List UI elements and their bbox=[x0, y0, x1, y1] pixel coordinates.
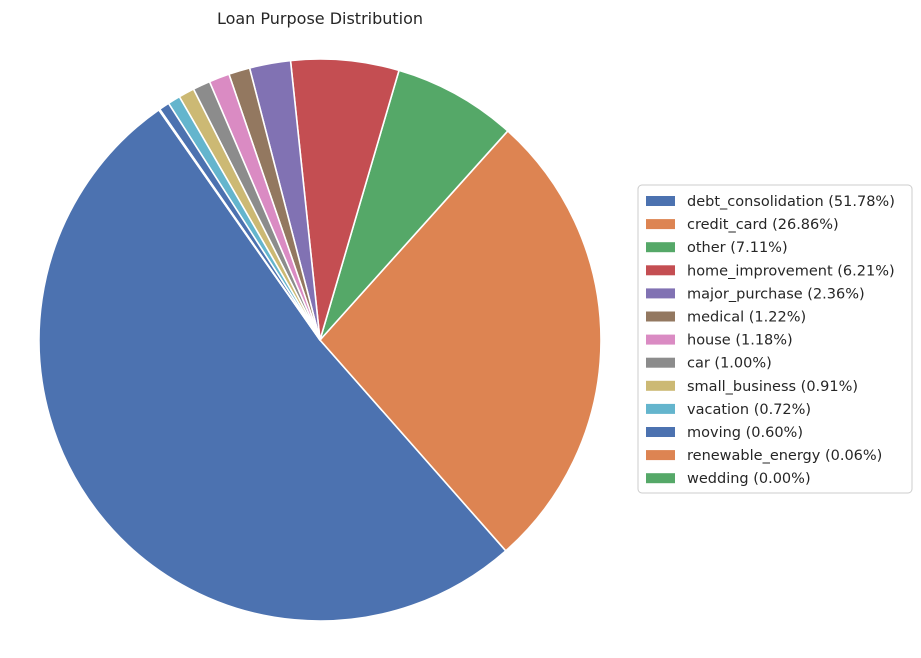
legend-label-9: vacation (0.72%) bbox=[687, 402, 811, 418]
legend-label-5: medical (1.22%) bbox=[687, 310, 806, 326]
legend-label-2: other (7.11%) bbox=[687, 240, 788, 256]
legend-swatch-8 bbox=[646, 380, 675, 391]
legend-label-8: small_business (0.91%) bbox=[687, 379, 858, 395]
legend-label-3: home_improvement (6.21%) bbox=[687, 263, 895, 279]
legend-swatch-1 bbox=[646, 219, 675, 230]
pie-slice-12 bbox=[158, 109, 321, 341]
legend-swatch-4 bbox=[646, 288, 675, 299]
legend: debt_consolidation (51.78%) credit_card (… bbox=[637, 184, 913, 494]
legend-label-1: credit_card (26.86%) bbox=[687, 217, 839, 233]
legend-swatch-12 bbox=[646, 473, 675, 484]
legend-label-10: moving (0.60%) bbox=[687, 425, 803, 441]
legend-swatch-11 bbox=[646, 450, 675, 461]
legend-label-11: renewable_energy (0.06%) bbox=[687, 448, 882, 464]
pie-slice-0 bbox=[38, 109, 507, 622]
legend-label-12: wedding (0.00%) bbox=[687, 471, 811, 487]
legend-label-0: debt_consolidation (51.78%) bbox=[687, 194, 895, 210]
legend-label-4: major_purchase (2.36%) bbox=[687, 286, 865, 302]
legend-label-7: car (1.00%) bbox=[687, 356, 772, 372]
legend-swatch-0 bbox=[646, 196, 675, 206]
legend-swatch-7 bbox=[646, 357, 675, 368]
legend-swatch-5 bbox=[646, 311, 675, 322]
legend-swatch-9 bbox=[646, 403, 675, 414]
chart-title: Loan Purpose Distribution bbox=[217, 9, 423, 28]
pie-slice-2 bbox=[319, 69, 509, 341]
pie-slice-1 bbox=[319, 130, 602, 552]
legend-frame bbox=[637, 184, 913, 494]
legend-swatch-2 bbox=[646, 242, 675, 253]
legend-swatch-10 bbox=[646, 427, 675, 437]
legend-swatch-3 bbox=[646, 265, 675, 276]
legend-swatch-6 bbox=[646, 334, 675, 345]
pie-slices bbox=[38, 58, 602, 622]
legend-label-6: house (1.18%) bbox=[687, 333, 793, 349]
